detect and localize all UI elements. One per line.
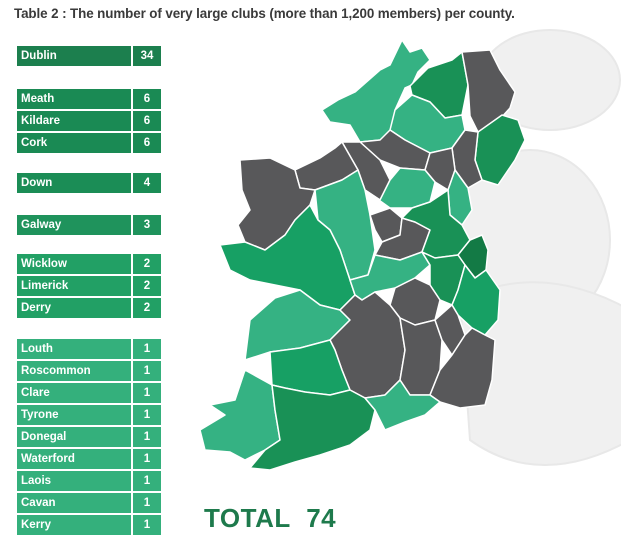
table-row: Tyrone 1 bbox=[17, 405, 161, 425]
county-name-cell: Kildare bbox=[17, 111, 131, 131]
county-name-cell: Kerry bbox=[17, 515, 131, 535]
total-label: TOTAL 74 bbox=[204, 503, 336, 534]
club-count-cell: 1 bbox=[133, 405, 161, 425]
county-name-cell: Tyrone bbox=[17, 405, 131, 425]
total-value: 74 bbox=[306, 503, 337, 533]
club-count-cell: 1 bbox=[133, 383, 161, 403]
club-count-cell: 1 bbox=[133, 493, 161, 513]
county-name-cell: Donegal bbox=[17, 427, 131, 447]
club-count-cell: 1 bbox=[133, 339, 161, 359]
table-group: Galway 3 bbox=[17, 215, 161, 237]
club-count-cell: 4 bbox=[133, 173, 161, 193]
club-count-cell: 2 bbox=[133, 254, 161, 274]
ireland-county-map bbox=[199, 39, 526, 470]
club-count-cell: 1 bbox=[133, 515, 161, 535]
table-row: Down 4 bbox=[17, 173, 161, 193]
table-row: Wicklow 2 bbox=[17, 254, 161, 274]
table-row: Roscommon 1 bbox=[17, 361, 161, 381]
table-row: Limerick 2 bbox=[17, 276, 161, 296]
club-count-cell: 1 bbox=[133, 361, 161, 381]
county-kerry bbox=[199, 369, 281, 461]
county-waterford bbox=[364, 379, 441, 431]
table-row: Kildare 6 bbox=[17, 111, 161, 131]
county-name-cell: Down bbox=[17, 173, 131, 193]
club-count-cell: 2 bbox=[133, 276, 161, 296]
table-row: Donegal 1 bbox=[17, 427, 161, 447]
county-name-cell: Louth bbox=[17, 339, 131, 359]
county-cavan bbox=[364, 167, 436, 209]
county-name-cell: Dublin bbox=[17, 46, 131, 66]
county-name-cell: Waterford bbox=[17, 449, 131, 469]
club-count-cell: 3 bbox=[133, 215, 161, 235]
club-count-cell: 6 bbox=[133, 89, 161, 109]
club-count-cell: 1 bbox=[133, 427, 161, 447]
table-row: Kerry 1 bbox=[17, 515, 161, 535]
county-name-cell: Laois bbox=[17, 471, 131, 491]
table-row: Derry 2 bbox=[17, 298, 161, 318]
table-row: Waterford 1 bbox=[17, 449, 161, 469]
county-name-cell: Meath bbox=[17, 89, 131, 109]
club-count-cell: 6 bbox=[133, 111, 161, 131]
club-count-cell: 2 bbox=[133, 298, 161, 318]
table-group: Dublin 34 bbox=[17, 46, 161, 68]
table-row: Louth 1 bbox=[17, 339, 161, 359]
county-galway bbox=[219, 204, 356, 311]
county-name-cell: Clare bbox=[17, 383, 131, 403]
county-name-cell: Wicklow bbox=[17, 254, 131, 274]
table-row: Laois 1 bbox=[17, 471, 161, 491]
club-count-cell: 1 bbox=[133, 471, 161, 491]
county-name-cell: Cavan bbox=[17, 493, 131, 513]
club-count-cell: 34 bbox=[133, 46, 161, 66]
county-name-cell: Derry bbox=[17, 298, 131, 318]
table-title: Table 2 : The number of very large clubs… bbox=[14, 6, 515, 21]
county-name-cell: Galway bbox=[17, 215, 131, 235]
county-cork bbox=[249, 384, 376, 470]
table-group: Down 4 bbox=[17, 173, 161, 195]
table-row: Cork 6 bbox=[17, 133, 161, 153]
total-text: TOTAL bbox=[204, 503, 291, 533]
table-row: Clare 1 bbox=[17, 383, 161, 403]
table-group: Louth 1 Roscommon 1 Clare 1 Tyrone 1 Donegal 1 Wat… bbox=[17, 339, 161, 537]
table-group: Wicklow 2 Limerick 2 Derry 2 bbox=[17, 254, 161, 320]
county-name-cell: Roscommon bbox=[17, 361, 131, 381]
county-donegal bbox=[321, 39, 431, 143]
table-row: Cavan 1 bbox=[17, 493, 161, 513]
table-group: Meath 6 Kildare 6 Cork 6 bbox=[17, 89, 161, 155]
county-wexford bbox=[429, 327, 496, 409]
table-row: Galway 3 bbox=[17, 215, 161, 235]
table-row: Meath 6 bbox=[17, 89, 161, 109]
club-count-cell: 6 bbox=[133, 133, 161, 153]
county-name-cell: Cork bbox=[17, 133, 131, 153]
club-count-cell: 1 bbox=[133, 449, 161, 469]
table-row: Dublin 34 bbox=[17, 46, 161, 66]
county-name-cell: Limerick bbox=[17, 276, 131, 296]
